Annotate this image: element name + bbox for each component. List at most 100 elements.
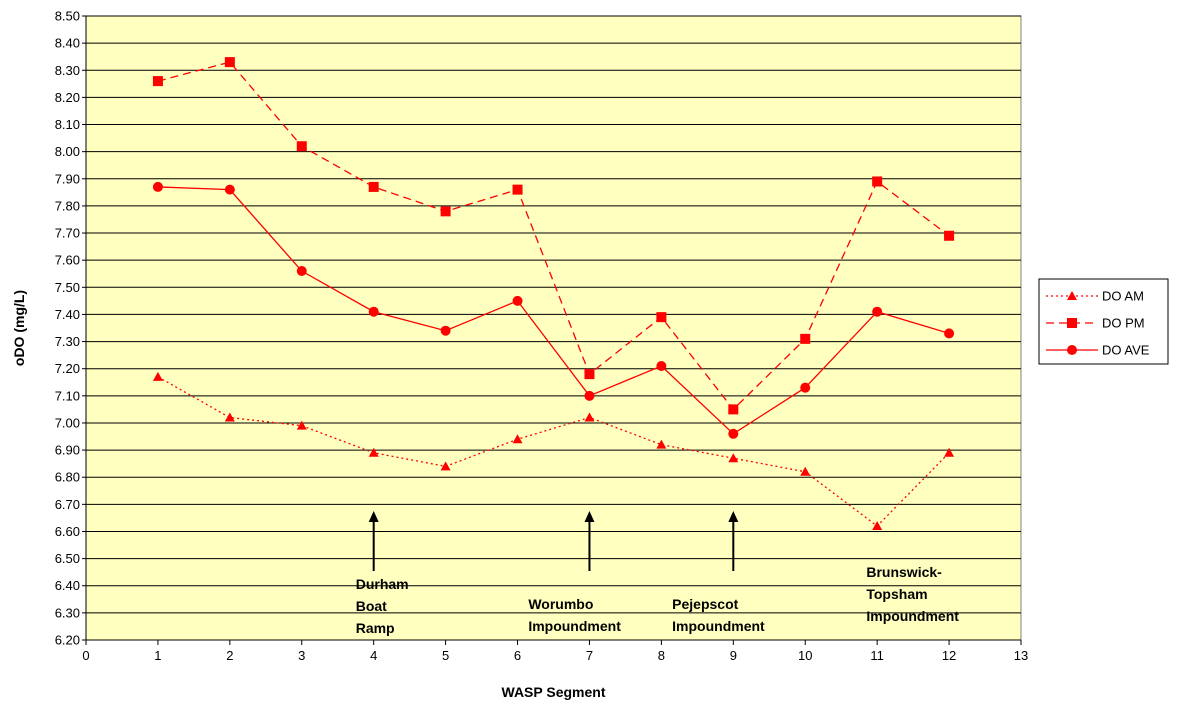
y-tick-label: 7.60 (55, 253, 80, 268)
data-point (944, 447, 955, 457)
annotation-label-line: Impoundment (866, 608, 959, 624)
series-line (157, 376, 950, 527)
y-tick-label: 7.30 (55, 334, 80, 349)
x-axis-title: WASP Segment (502, 684, 606, 700)
x-tick-label: 5 (442, 648, 449, 663)
y-tick-label: 7.00 (55, 415, 80, 430)
x-tick-label: 3 (298, 648, 305, 663)
legend-marker (1067, 291, 1077, 300)
legend-label: DO AVE (1102, 343, 1150, 358)
x-tick-label: 7 (586, 648, 593, 663)
data-point (872, 306, 883, 317)
legend-item: DO PM (1046, 316, 1145, 331)
y-tick-label: 6.70 (55, 497, 80, 512)
annotation-3: Brunswick- Topsham Impoundment (866, 564, 959, 624)
data-point (224, 412, 235, 422)
data-point (800, 466, 811, 476)
data-point (368, 181, 379, 192)
data-point (944, 230, 955, 241)
x-tick-label: 8 (658, 648, 665, 663)
annotation-label-line: Ramp (356, 620, 395, 636)
data-point (656, 312, 667, 323)
y-tick-label: 7.50 (55, 280, 80, 295)
legend-item: DO AVE (1046, 343, 1150, 358)
data-point (440, 206, 451, 217)
data-point (512, 434, 523, 444)
data-point (656, 439, 667, 449)
series-line (157, 61, 950, 411)
data-point (368, 447, 379, 457)
annotation-label-line: Boat (356, 598, 387, 614)
data-point (800, 382, 811, 393)
x-tick-label: 12 (942, 648, 956, 663)
data-point (584, 412, 595, 422)
annotation-arrowhead (728, 511, 739, 522)
y-tick-label: 6.60 (55, 524, 80, 539)
annotation-label-line: Brunswick- (866, 564, 942, 580)
data-point (224, 57, 235, 68)
y-tick-label: 7.40 (55, 307, 80, 322)
y-tick-label: 6.20 (55, 633, 80, 648)
x-tick-label: 9 (730, 648, 737, 663)
data-point (296, 420, 307, 430)
x-tick-label: 1 (154, 648, 161, 663)
series-square (152, 57, 955, 415)
x-tick-label: 4 (370, 648, 377, 663)
x-tick-label: 11 (870, 648, 884, 663)
data-point (728, 428, 739, 439)
y-tick-label: 6.40 (55, 578, 80, 593)
y-tick-label: 7.70 (55, 226, 80, 241)
annotation-label-line: Topsham (866, 586, 927, 602)
legend-label: DO AM (1102, 289, 1144, 304)
data-point (800, 333, 811, 344)
series-line (157, 186, 950, 435)
x-tick-label: 13 (1014, 648, 1028, 663)
annotation-label-line: Impoundment (672, 618, 765, 634)
annotation-0: Durham Boat Ramp (356, 511, 409, 636)
y-axis-title: oDO (mg/L) (11, 290, 27, 366)
data-point (728, 404, 739, 415)
y-tick-label: 8.00 (55, 144, 80, 159)
data-point (944, 328, 955, 339)
legend-marker (1067, 345, 1077, 355)
x-tick-label: 2 (226, 648, 233, 663)
legend-marker (1067, 318, 1077, 328)
y-tick-label: 8.40 (55, 36, 80, 51)
y-tick-label: 6.80 (55, 470, 80, 485)
y-tick-label: 8.20 (55, 90, 80, 105)
y-tick-label: 7.80 (55, 198, 80, 213)
annotation-arrowhead (584, 511, 595, 522)
annotation-2: Pejepscot Impoundment (672, 511, 765, 634)
series-circle (152, 181, 955, 439)
data-point (584, 369, 595, 380)
data-point (440, 461, 451, 471)
plot-area (85, 15, 1022, 641)
data-point (728, 453, 739, 463)
data-point (152, 76, 163, 87)
data-point (152, 181, 163, 192)
annotation-label-line: Pejepscot (672, 596, 738, 612)
data-point (872, 521, 883, 531)
annotation-1: Worumbo Impoundment (528, 511, 621, 634)
annotation-label-line: Impoundment (528, 618, 621, 634)
y-tick-label: 7.90 (55, 171, 80, 186)
data-point (296, 141, 307, 152)
y-tick-label: 8.30 (55, 63, 80, 78)
data-point (872, 176, 883, 187)
data-point (512, 295, 523, 306)
series-triangle (152, 371, 955, 531)
data-point (296, 266, 307, 277)
legend-label: DO PM (1102, 316, 1145, 331)
y-tick-label: 6.30 (55, 605, 80, 620)
y-tick-label: 8.10 (55, 117, 80, 132)
y-tick-label: 8.50 (55, 9, 80, 24)
annotation-arrowhead (368, 511, 379, 522)
data-point (152, 371, 163, 381)
x-tick-label: 0 (82, 648, 89, 663)
data-point (368, 306, 379, 317)
data-point (512, 184, 523, 195)
x-tick-label: 10 (798, 648, 812, 663)
y-tick-label: 7.10 (55, 388, 80, 403)
